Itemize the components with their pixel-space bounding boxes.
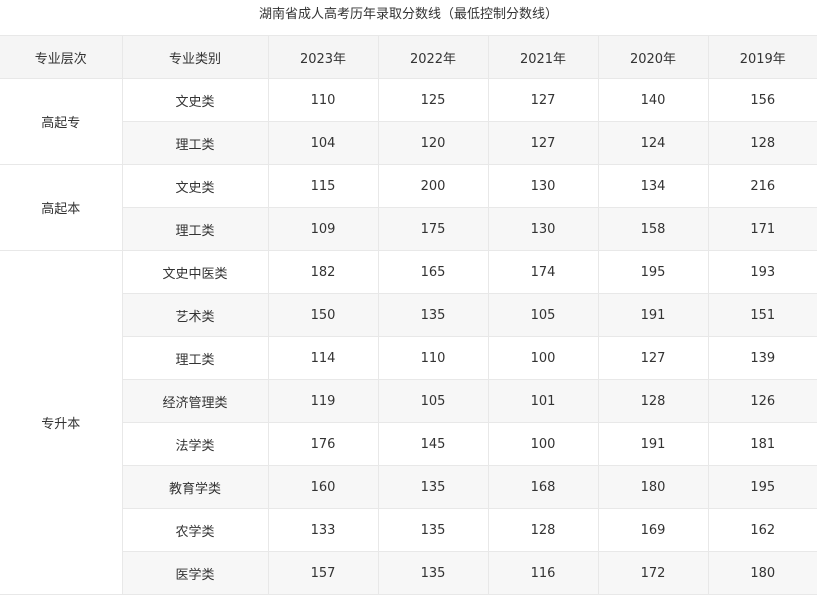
level-cell: 高起本 bbox=[0, 164, 123, 251]
score-cell: 124 bbox=[597, 121, 709, 165]
score-cell: 172 bbox=[597, 551, 709, 595]
header-2022: 2022年 bbox=[377, 35, 489, 79]
table-row: 理工类 109 175 130 158 171 bbox=[0, 207, 817, 251]
score-cell: 139 bbox=[707, 336, 817, 380]
score-cell: 128 bbox=[707, 121, 817, 165]
category-cell: 艺术类 bbox=[122, 293, 269, 337]
category-cell: 经济管理类 bbox=[122, 379, 269, 423]
score-cell: 127 bbox=[487, 121, 599, 165]
score-cell: 174 bbox=[487, 250, 599, 294]
score-cell: 114 bbox=[267, 336, 379, 380]
score-cell: 130 bbox=[487, 207, 599, 251]
table-row: 艺术类 150 135 105 191 151 bbox=[0, 293, 817, 337]
score-cell: 156 bbox=[707, 78, 817, 122]
category-cell: 农学类 bbox=[122, 508, 269, 552]
score-cell: 195 bbox=[707, 465, 817, 509]
table-title: 湖南省成人高考历年录取分数线（最低控制分数线） bbox=[258, 7, 558, 22]
score-cell: 165 bbox=[377, 250, 489, 294]
score-cell: 100 bbox=[487, 336, 599, 380]
level-cell: 高起专 bbox=[0, 78, 123, 165]
score-cell: 119 bbox=[267, 379, 379, 423]
score-cell: 216 bbox=[707, 164, 817, 208]
score-table: 专业层次 专业类别 2023年 2022年 2021年 2020年 2019年 … bbox=[0, 35, 817, 595]
score-cell: 169 bbox=[597, 508, 709, 552]
category-cell: 法学类 bbox=[122, 422, 269, 466]
table-row: 经济管理类 119 105 101 128 126 bbox=[0, 379, 817, 423]
category-cell: 理工类 bbox=[122, 121, 269, 165]
table-body: 高起专 文史类 110 125 127 140 156 理工类 104 120 127 124 128 高… bbox=[0, 78, 817, 595]
score-cell: 193 bbox=[707, 250, 817, 294]
header-category: 专业类别 bbox=[121, 35, 269, 79]
score-cell: 104 bbox=[267, 121, 379, 165]
category-cell: 理工类 bbox=[122, 336, 269, 380]
score-cell: 195 bbox=[597, 250, 709, 294]
score-cell: 128 bbox=[487, 508, 599, 552]
score-cell: 182 bbox=[267, 250, 379, 294]
score-cell: 175 bbox=[377, 207, 489, 251]
score-cell: 140 bbox=[597, 78, 709, 122]
score-cell: 145 bbox=[377, 422, 489, 466]
score-cell: 101 bbox=[487, 379, 599, 423]
score-cell: 120 bbox=[377, 121, 489, 165]
score-cell: 110 bbox=[267, 78, 379, 122]
score-cell: 105 bbox=[487, 293, 599, 337]
score-cell: 135 bbox=[377, 293, 489, 337]
score-cell: 180 bbox=[707, 551, 817, 595]
score-cell: 191 bbox=[597, 422, 709, 466]
table-row: 高起专 文史类 110 125 127 140 156 bbox=[0, 78, 817, 165]
category-cell: 医学类 bbox=[122, 551, 269, 595]
header-2023: 2023年 bbox=[267, 35, 379, 79]
table-row: 教育学类 160 135 168 180 195 bbox=[0, 465, 817, 509]
score-cell: 109 bbox=[267, 207, 379, 251]
category-cell: 文史类 bbox=[121, 164, 269, 208]
category-cell: 教育学类 bbox=[122, 465, 269, 509]
header-2021: 2021年 bbox=[487, 35, 599, 79]
score-cell: 127 bbox=[597, 336, 709, 380]
level-cell: 专升本 bbox=[0, 250, 123, 595]
score-cell: 151 bbox=[707, 293, 817, 337]
score-cell: 180 bbox=[597, 465, 709, 509]
table-row: 理工类 114 110 100 127 139 bbox=[0, 336, 817, 380]
score-cell: 116 bbox=[487, 551, 599, 595]
score-cell: 134 bbox=[597, 164, 709, 208]
category-cell: 理工类 bbox=[122, 207, 269, 251]
score-cell: 135 bbox=[377, 465, 489, 509]
score-cell: 160 bbox=[267, 465, 379, 509]
table-row: 高起本 文史类 115 200 130 134 216 bbox=[0, 164, 817, 251]
score-cell: 200 bbox=[377, 164, 489, 208]
score-cell: 125 bbox=[377, 78, 489, 122]
category-cell: 文史类 bbox=[121, 78, 269, 122]
score-cell: 191 bbox=[597, 293, 709, 337]
header-2019: 2019年 bbox=[707, 35, 817, 79]
header-level: 专业层次 bbox=[0, 35, 123, 79]
table-row: 法学类 176 145 100 191 181 bbox=[0, 422, 817, 466]
table-row: 医学类 157 135 116 172 180 bbox=[0, 551, 817, 595]
score-cell: 157 bbox=[267, 551, 379, 595]
score-cell: 135 bbox=[377, 551, 489, 595]
score-cell: 150 bbox=[267, 293, 379, 337]
score-cell: 171 bbox=[707, 207, 817, 251]
score-cell: 176 bbox=[267, 422, 379, 466]
score-cell: 130 bbox=[487, 164, 599, 208]
score-cell: 126 bbox=[707, 379, 817, 423]
table-row: 专升本 文史中医类 182 165 174 195 193 bbox=[0, 250, 817, 595]
score-cell: 158 bbox=[597, 207, 709, 251]
score-cell: 135 bbox=[377, 508, 489, 552]
score-cell: 127 bbox=[487, 78, 599, 122]
score-cell: 128 bbox=[597, 379, 709, 423]
score-cell: 105 bbox=[377, 379, 489, 423]
category-cell: 文史中医类 bbox=[121, 250, 269, 294]
score-cell: 181 bbox=[707, 422, 817, 466]
table-row: 农学类 133 135 128 169 162 bbox=[0, 508, 817, 552]
score-cell: 168 bbox=[487, 465, 599, 509]
score-cell: 110 bbox=[377, 336, 489, 380]
table-row: 理工类 104 120 127 124 128 bbox=[0, 121, 817, 165]
score-cell: 115 bbox=[267, 164, 379, 208]
score-cell: 133 bbox=[267, 508, 379, 552]
score-cell: 162 bbox=[707, 508, 817, 552]
header-row: 专业层次 专业类别 2023年 2022年 2021年 2020年 2019年 bbox=[0, 35, 817, 79]
header-2020: 2020年 bbox=[597, 35, 709, 79]
score-cell: 100 bbox=[487, 422, 599, 466]
